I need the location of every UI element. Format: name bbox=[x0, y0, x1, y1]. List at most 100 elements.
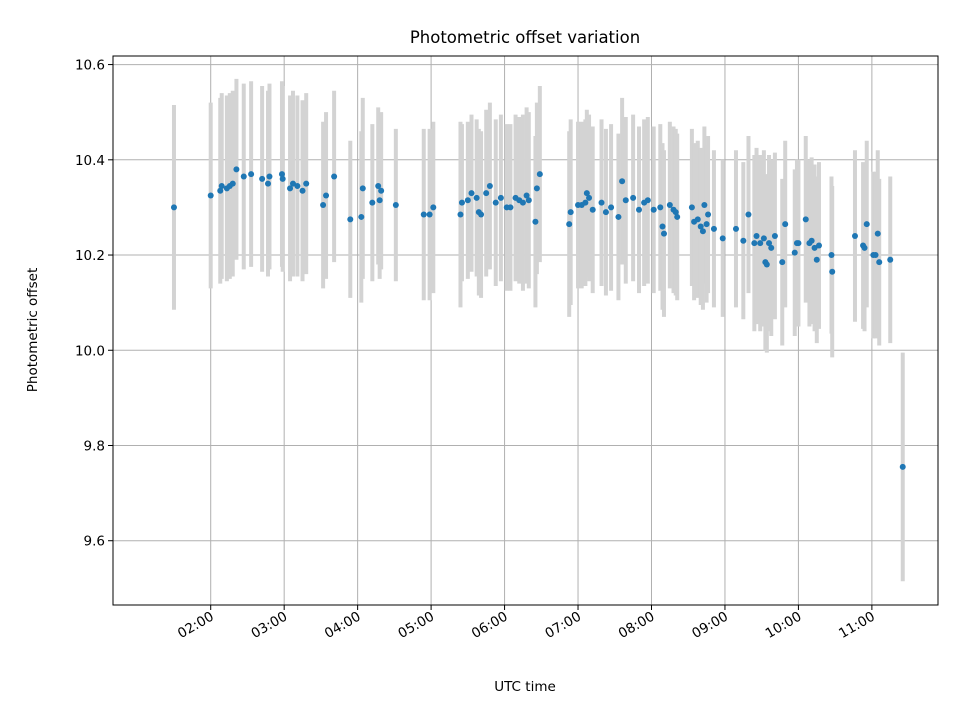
data-point bbox=[619, 178, 626, 185]
data-point bbox=[699, 228, 706, 235]
data-point bbox=[650, 206, 657, 213]
data-point bbox=[507, 204, 514, 211]
data-point bbox=[745, 211, 752, 218]
data-point bbox=[233, 166, 240, 173]
data-point bbox=[710, 225, 717, 232]
y-tick-label: 9.6 bbox=[84, 534, 105, 550]
data-point bbox=[791, 249, 798, 256]
y-tick-label: 10.6 bbox=[75, 58, 105, 74]
data-point bbox=[688, 204, 695, 211]
data-point bbox=[829, 268, 836, 275]
data-point bbox=[583, 190, 590, 197]
plot-frame bbox=[112, 55, 939, 606]
data-point bbox=[426, 211, 433, 218]
y-axis-label: Photometric offset bbox=[25, 268, 41, 392]
data-point bbox=[536, 171, 543, 178]
data-point bbox=[483, 190, 490, 197]
data-point bbox=[478, 211, 485, 218]
data-point bbox=[899, 463, 906, 470]
data-point bbox=[229, 180, 236, 187]
data-point bbox=[779, 259, 786, 266]
data-point bbox=[359, 185, 366, 192]
data-point bbox=[666, 202, 673, 209]
data-points bbox=[170, 166, 906, 470]
y-tick-label: 9.8 bbox=[84, 438, 105, 454]
data-point bbox=[582, 199, 589, 206]
data-point bbox=[586, 194, 593, 201]
data-point bbox=[861, 244, 868, 251]
data-point bbox=[523, 192, 530, 199]
data-point bbox=[392, 202, 399, 209]
y-axis-ticks: 9.6 9.8 10.0 10.2 10.4 10.6 bbox=[75, 58, 113, 550]
data-point bbox=[782, 221, 789, 228]
data-point bbox=[851, 232, 858, 239]
data-point bbox=[589, 206, 596, 213]
data-point bbox=[207, 192, 214, 199]
data-point bbox=[674, 213, 681, 220]
data-point bbox=[458, 199, 465, 206]
data-point bbox=[519, 199, 526, 206]
data-point bbox=[170, 204, 177, 211]
data-point bbox=[464, 197, 471, 204]
data-point bbox=[323, 192, 330, 199]
data-point bbox=[757, 240, 764, 247]
y-tick-label: 10.0 bbox=[75, 343, 105, 359]
data-point bbox=[369, 199, 376, 206]
data-point bbox=[240, 173, 247, 180]
data-point bbox=[525, 197, 532, 204]
data-point bbox=[217, 187, 224, 194]
data-point bbox=[763, 261, 770, 268]
data-point bbox=[808, 237, 815, 244]
data-point bbox=[218, 182, 225, 189]
data-point bbox=[876, 259, 883, 266]
data-point bbox=[753, 232, 760, 239]
data-point bbox=[815, 242, 822, 249]
data-point bbox=[358, 213, 365, 220]
data-point bbox=[701, 202, 708, 209]
data-point bbox=[294, 182, 301, 189]
data-point bbox=[659, 223, 666, 230]
data-point bbox=[278, 171, 285, 178]
data-point bbox=[567, 209, 574, 216]
data-point bbox=[430, 204, 437, 211]
data-point bbox=[657, 204, 664, 211]
data-point bbox=[486, 182, 493, 189]
data-point bbox=[598, 199, 605, 206]
data-point bbox=[289, 180, 296, 187]
data-point bbox=[468, 190, 475, 197]
data-point bbox=[265, 180, 272, 187]
y-tick-label: 10.2 bbox=[75, 248, 105, 264]
data-point bbox=[266, 173, 273, 180]
data-point bbox=[473, 194, 480, 201]
data-point bbox=[457, 211, 464, 218]
data-point bbox=[768, 244, 775, 251]
data-point bbox=[795, 240, 802, 247]
data-point bbox=[630, 194, 637, 201]
data-point bbox=[672, 209, 679, 216]
data-point bbox=[492, 199, 499, 206]
data-point bbox=[248, 171, 255, 178]
data-point bbox=[347, 216, 354, 223]
data-point bbox=[771, 232, 778, 239]
data-point bbox=[811, 244, 818, 251]
data-point bbox=[703, 221, 710, 228]
data-point bbox=[732, 225, 739, 232]
data-point bbox=[303, 180, 310, 187]
data-point bbox=[813, 256, 820, 263]
data-point bbox=[608, 204, 615, 211]
data-point bbox=[566, 221, 573, 228]
data-point bbox=[287, 185, 294, 192]
data-point bbox=[828, 252, 835, 259]
data-point bbox=[375, 182, 382, 189]
data-point bbox=[331, 173, 338, 180]
data-point bbox=[802, 216, 809, 223]
data-point bbox=[622, 197, 629, 204]
data-point bbox=[740, 237, 747, 244]
data-point bbox=[705, 211, 712, 218]
data-point bbox=[615, 213, 622, 220]
data-point bbox=[766, 240, 773, 247]
data-point bbox=[719, 235, 726, 242]
data-point bbox=[532, 218, 539, 225]
data-point bbox=[533, 185, 540, 192]
x-axis-label: UTC time bbox=[494, 679, 556, 695]
